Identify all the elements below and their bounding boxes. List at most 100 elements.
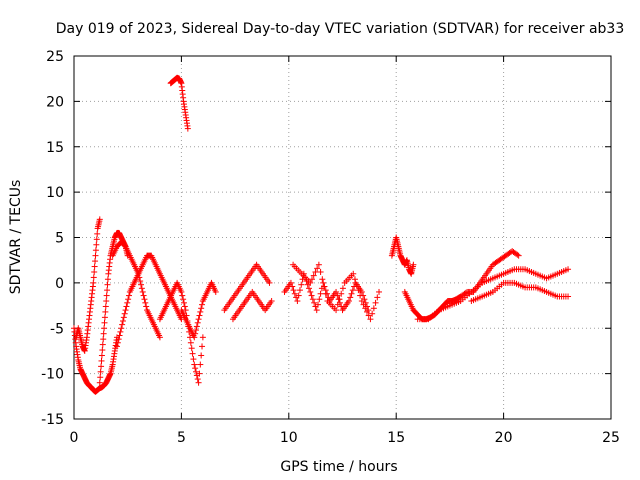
data-point-interp	[192, 330, 199, 337]
chart-title: Day 019 of 2023, Sidereal Day-to-day VTE…	[56, 21, 625, 37]
data-point-interp	[298, 281, 305, 288]
data-point-interp	[315, 301, 322, 308]
data-point	[333, 307, 340, 314]
data-point-interp	[197, 361, 204, 368]
data-point	[156, 334, 163, 341]
data-point-interp	[101, 314, 108, 321]
data-point-interp	[308, 276, 315, 283]
data-point	[135, 270, 142, 277]
data-point-interp	[196, 370, 203, 377]
data-point-interp	[92, 258, 99, 265]
data-point-interp	[336, 296, 343, 303]
data-point-interp	[291, 290, 298, 297]
data-point-interp	[124, 299, 131, 306]
data-point-interp	[289, 283, 296, 290]
y-tick-labels: -15 -10 -5 0 5 10 15 20 25	[41, 49, 64, 428]
y-tick-label: -15	[41, 412, 64, 428]
data-point	[199, 334, 206, 341]
data-point	[307, 279, 314, 286]
x-axis-title: GPS time / hours	[280, 459, 397, 475]
data-point-interp	[91, 268, 98, 275]
data-point-interp	[198, 305, 205, 312]
x-tick-label: 20	[495, 430, 513, 446]
data-point-interp	[94, 230, 101, 237]
y-tick-label: 25	[46, 49, 64, 65]
data-point-interp	[334, 301, 341, 308]
data-point	[350, 270, 357, 277]
data-point-interp	[321, 283, 328, 290]
data-point-interp	[99, 347, 106, 354]
data-point-interp	[317, 268, 324, 275]
data-point-interp	[91, 263, 98, 270]
data-point-interp	[138, 281, 145, 288]
y-tick-label: 10	[46, 185, 64, 201]
x-tick-labels: 0 5 10 15 20 25	[70, 430, 620, 446]
data-point	[113, 343, 120, 350]
data-point-interp	[93, 236, 100, 243]
data-point-interp	[355, 287, 362, 294]
data-point-interp	[90, 274, 97, 281]
data-point-interp	[311, 299, 318, 306]
x-tick-label: 10	[280, 430, 298, 446]
data-point-interp	[309, 296, 316, 303]
data-point	[195, 379, 202, 386]
data-point-interp	[138, 285, 145, 292]
data-point-interp	[93, 241, 100, 248]
data-point	[122, 307, 129, 314]
data-point-interp	[357, 292, 364, 299]
data-point-interp	[121, 310, 128, 317]
data-point	[313, 307, 320, 314]
data-point-interp	[123, 303, 130, 310]
y-tick-label: 5	[55, 231, 64, 247]
data-point	[178, 288, 185, 295]
data-point-interp	[369, 310, 376, 317]
data-point-interp	[334, 292, 341, 299]
data-point-interp	[462, 289, 469, 296]
data-point-interp	[194, 376, 201, 383]
data-point-interp	[196, 312, 203, 319]
data-point	[268, 298, 275, 305]
y-tick-label: 0	[55, 276, 64, 292]
data-point	[191, 334, 198, 341]
data-point-interp	[351, 276, 358, 283]
y-axis-title: SDTVAR / TECUs	[8, 180, 24, 295]
data-point	[195, 316, 202, 323]
data-point-interp	[104, 287, 111, 294]
data-point	[565, 266, 572, 273]
data-point-interp	[296, 287, 303, 294]
data-point-interp	[97, 368, 104, 375]
data-point-interp	[115, 336, 122, 343]
data-point	[266, 279, 273, 286]
data-point-interp	[99, 341, 106, 348]
data-point	[376, 288, 383, 295]
data-point-interp	[360, 301, 367, 308]
data-point-interp	[188, 345, 195, 352]
data-point	[101, 325, 108, 332]
grid	[74, 56, 611, 419]
data-point-interp	[193, 327, 200, 334]
data-point-interp	[180, 296, 187, 303]
data-point-interp	[347, 294, 354, 301]
data-point-interp	[101, 319, 108, 326]
data-points	[71, 74, 572, 395]
y-tick-label: 20	[46, 94, 64, 110]
data-point	[333, 288, 340, 295]
data-point	[184, 125, 191, 132]
data-point-interp	[116, 332, 123, 339]
data-point	[98, 352, 105, 359]
data-point	[212, 288, 219, 295]
data-point	[92, 252, 99, 259]
data-point-interp	[363, 308, 370, 315]
data-point-interp	[317, 290, 324, 297]
data-point	[358, 298, 365, 305]
x-tick-label: 25	[602, 430, 620, 446]
data-point-interp	[142, 299, 149, 306]
data-point-interp	[295, 292, 302, 299]
data-point	[358, 288, 365, 295]
data-point-interp	[374, 294, 381, 301]
x-tick-label: 15	[387, 430, 405, 446]
data-point-interp	[199, 301, 206, 308]
data-point-interp	[114, 339, 121, 346]
data-point	[345, 298, 352, 305]
data-point-interp	[92, 247, 99, 254]
